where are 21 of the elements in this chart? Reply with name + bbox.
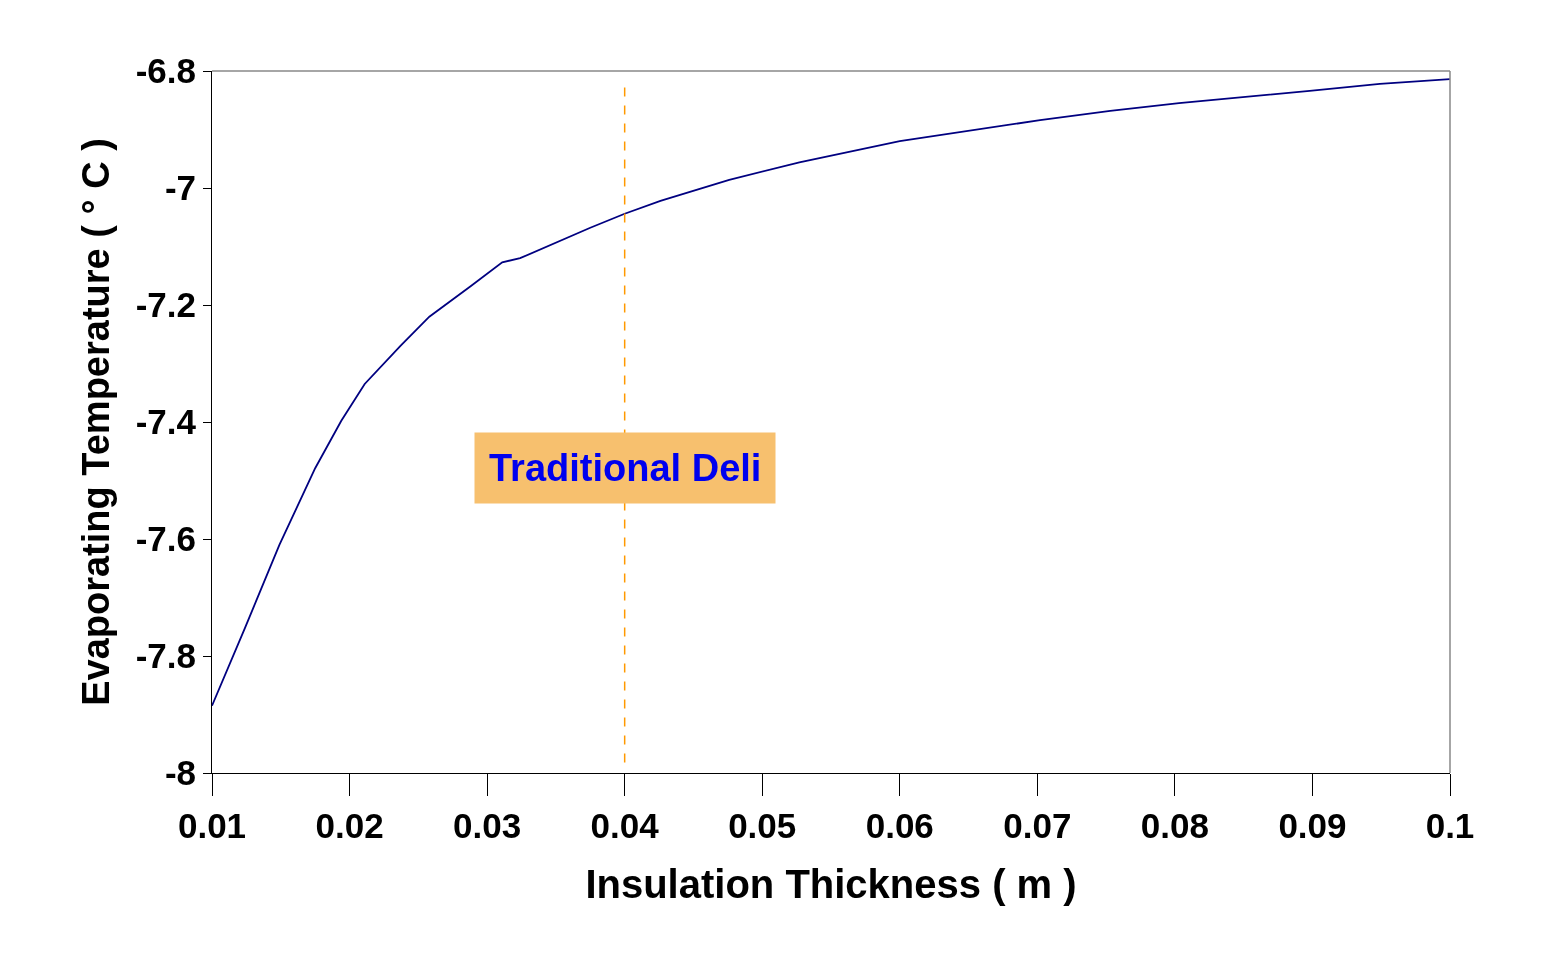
ref-line-label: Traditional Deli bbox=[489, 447, 762, 489]
y-tick-label: -6.8 bbox=[135, 51, 196, 91]
x-tick-label: 0.04 bbox=[590, 806, 660, 845]
x-tick-label: 0.07 bbox=[1003, 806, 1072, 845]
x-tick-label: 0.02 bbox=[315, 806, 384, 845]
y-tick-label: -7.6 bbox=[135, 519, 196, 559]
x-tick-label: 0.05 bbox=[728, 806, 797, 845]
x-tick-label: 0.03 bbox=[453, 806, 522, 845]
y-tick-label: -8 bbox=[164, 753, 196, 793]
x-tick-label: 0.1 bbox=[1425, 806, 1475, 845]
y-tick-label: -7.8 bbox=[135, 636, 196, 676]
x-tick-label: 0.08 bbox=[1140, 806, 1209, 845]
x-tick-label: 0.09 bbox=[1278, 806, 1347, 845]
x-axis-title: Insulation Thickness ( m ) bbox=[585, 861, 1077, 906]
line-series bbox=[212, 78, 1450, 707]
y-tick-label: -7.2 bbox=[135, 285, 196, 325]
y-axis-title: Evaporating Temperature ( ° C ) bbox=[74, 138, 117, 706]
y-tick-label: -7 bbox=[164, 168, 196, 208]
x-tick-label: 0.01 bbox=[177, 806, 247, 845]
y-tick-label: -7.4 bbox=[135, 402, 197, 442]
x-tick-label: 0.06 bbox=[865, 806, 934, 845]
